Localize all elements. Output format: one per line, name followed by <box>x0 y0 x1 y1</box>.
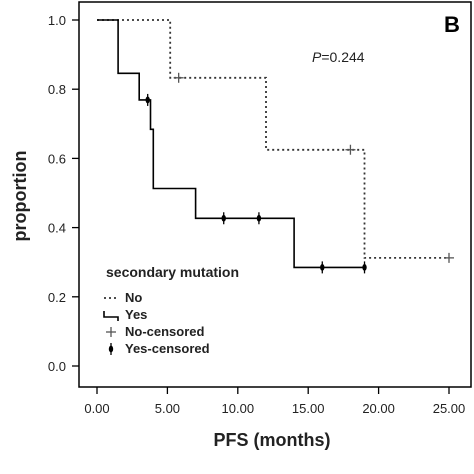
legend-symbol-no-censored <box>106 327 116 337</box>
y-tick-label: 0.8 <box>48 82 66 97</box>
legend-entry-yes: Yes <box>125 307 147 322</box>
censor-mark-no <box>444 252 454 263</box>
censor-mark-yes <box>362 261 367 274</box>
legend-entry-no: No <box>125 290 142 305</box>
y-tick-label: 1.0 <box>48 13 66 28</box>
legend-symbol-yes-censored <box>108 343 114 355</box>
y-tick-label: 0.4 <box>48 221 66 236</box>
p-value-symbol: P <box>312 49 322 65</box>
x-axis-title: PFS (months) <box>214 430 331 450</box>
censor-mark-yes <box>320 261 325 274</box>
x-tick-label: 25.00 <box>433 401 466 416</box>
censor-mark-yes <box>221 212 226 225</box>
panel-label: B <box>444 12 460 37</box>
y-tick-label: 0.2 <box>48 290 66 305</box>
legend-symbols <box>103 297 119 355</box>
plot-frame <box>78 1 472 388</box>
legend-title: secondary mutation <box>106 264 239 280</box>
p-value-text: =0.244 <box>321 49 364 65</box>
censor-mark-yes <box>145 93 150 106</box>
x-tick-label: 0.00 <box>84 401 109 416</box>
y-axis-ticks: 0.0 0.2 0.4 0.6 0.8 1.0 <box>48 13 79 374</box>
x-tick-label: 10.00 <box>222 401 255 416</box>
censor-mark-no <box>173 72 184 83</box>
y-tick-label: 0.6 <box>48 151 66 166</box>
x-tick-label: 20.00 <box>362 401 395 416</box>
x-tick-label: 15.00 <box>292 401 325 416</box>
x-tick-label: 5.00 <box>155 401 180 416</box>
censor-mark-no <box>345 144 356 155</box>
y-tick-label: 0.0 <box>48 359 66 374</box>
series-line-no <box>97 19 449 259</box>
y-axis-title: proportion <box>10 151 30 242</box>
legend-entry-yes-censored: Yes-censored <box>125 341 210 356</box>
p-value-label: P=0.244 <box>312 49 365 65</box>
censor-mark-yes <box>256 212 262 225</box>
x-axis-ticks: 0.00 5.00 10.00 15.00 20.00 25.00 <box>84 387 465 416</box>
legend-symbol-yes <box>103 311 119 321</box>
legend: secondary mutation No Yes No-censored Ye… <box>103 264 239 356</box>
series-layer <box>97 19 454 274</box>
legend-entry-no-censored: No-censored <box>125 324 205 339</box>
series-line-yes <box>97 19 365 269</box>
